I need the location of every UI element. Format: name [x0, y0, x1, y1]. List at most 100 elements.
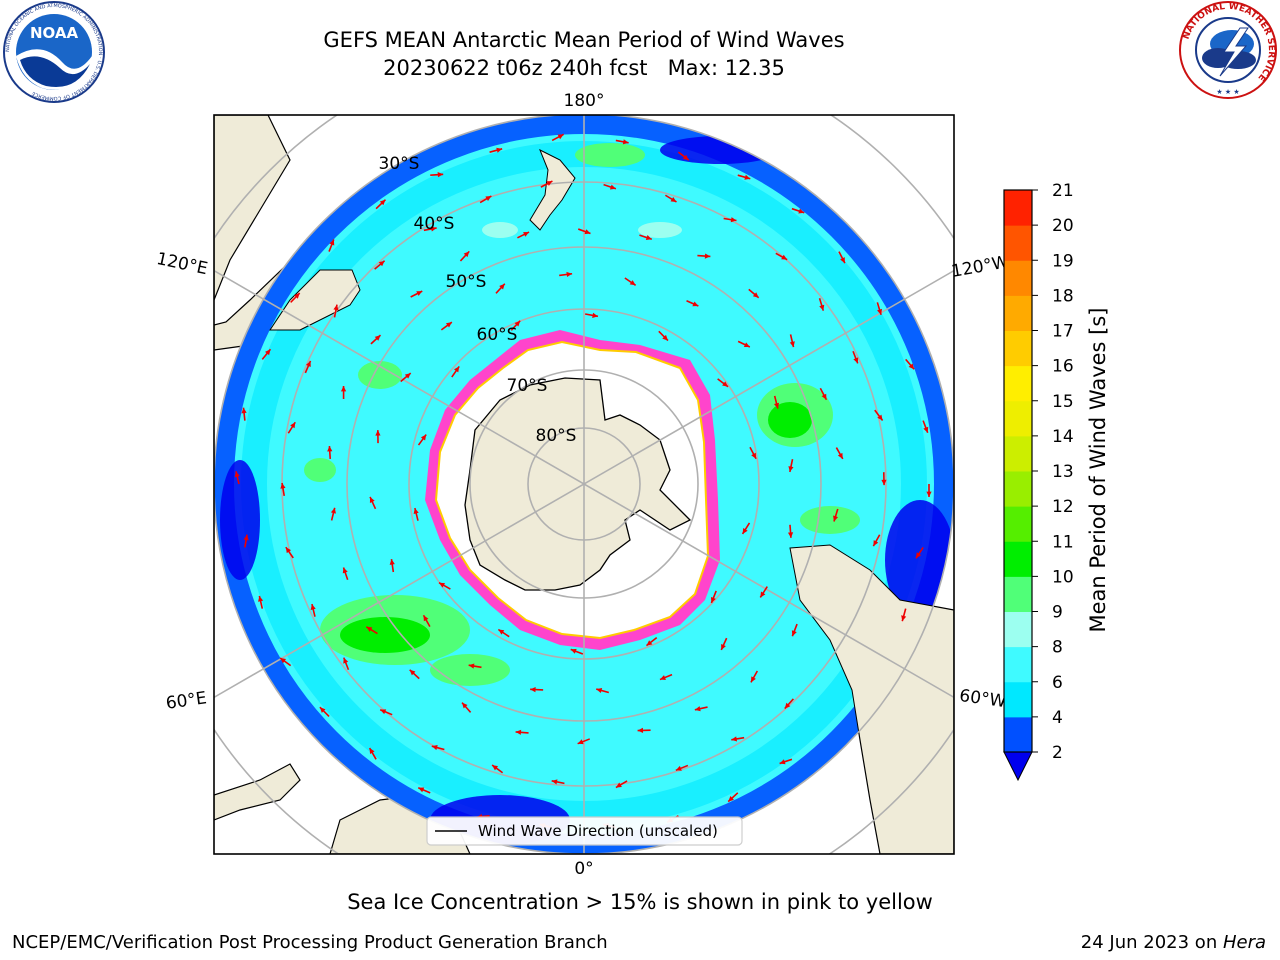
wind-arrow [694, 706, 708, 712]
wind-arrow [874, 409, 884, 421]
wind-arrow [340, 385, 347, 399]
wind-arrow [717, 378, 729, 388]
colorbar-segment [1004, 435, 1032, 472]
lat-label-80s: 80°S [536, 426, 577, 446]
wind-arrow [258, 595, 264, 609]
lon-label-0: 0° [574, 859, 593, 879]
wind-arrow [234, 471, 240, 485]
colorbar-tick-label: 16 [1052, 357, 1074, 377]
wind-arrow [697, 253, 711, 259]
colorbar-segment [1004, 471, 1032, 507]
wind-arrow [570, 648, 584, 655]
wind-arrow [559, 271, 573, 278]
wind-arrow [922, 420, 929, 434]
colorbar-segment [1004, 716, 1032, 753]
wind-arrow [409, 669, 420, 680]
colorbar-segment [1004, 681, 1032, 718]
colorbar-segment [1004, 506, 1032, 542]
wind-arrow [410, 290, 423, 298]
colorbar-tick-label: 18 [1052, 286, 1074, 306]
wind-arrow [479, 195, 492, 204]
wind-arrow [461, 702, 472, 713]
footer-host: Hera [1222, 932, 1266, 953]
wind-arrow [279, 657, 292, 667]
wind-arrow [750, 670, 759, 683]
wind-arrow [675, 764, 689, 772]
antarctica [464, 377, 692, 591]
wind-arrow [241, 407, 247, 421]
colorbar-tick-label: 20 [1052, 216, 1074, 236]
wind-arrow [243, 534, 249, 548]
wind-arrow [723, 217, 737, 223]
wind-arrow [727, 792, 739, 803]
wind-arrow [422, 614, 431, 628]
wind-arrow [731, 736, 745, 742]
wind-arrow [737, 340, 751, 348]
colorbar-segment [1004, 400, 1032, 437]
wind-arrow [748, 288, 760, 299]
wind-arrow [658, 330, 669, 342]
wind-arrow [596, 687, 610, 694]
wind-arrow [370, 334, 382, 345]
wind-arrow [280, 482, 286, 496]
wind-arrow [659, 673, 673, 681]
footer-date-text: 24 Jun 2023 on [1080, 932, 1223, 953]
wind-arrow [368, 747, 377, 760]
colorbar: 2 4 6 8 9 10 11 12 13 14 15 16 17 18 19 20 21 [1003, 181, 1074, 782]
wind-arrow [749, 446, 757, 460]
wind-arrow [615, 139, 629, 145]
wind-arrow [327, 445, 333, 460]
wind-arrow [838, 251, 846, 264]
noaa-logo-text: NOAA [30, 24, 79, 42]
wind-arrow [489, 147, 503, 153]
lon-label-120w: 120°W [950, 252, 1011, 282]
wind-arrow [417, 787, 431, 794]
wind-arrow [577, 738, 591, 745]
wind-arrow [926, 484, 932, 497]
wind-arrow [497, 628, 510, 638]
wind-arrow [491, 764, 504, 774]
colorbar-tick-label: 8 [1052, 638, 1063, 658]
wind-arrow [290, 292, 301, 303]
wind-arrow [379, 708, 393, 716]
sea-ice-caption: Sea Ice Concentration > 15% is shown in … [347, 890, 933, 914]
map-legend: Wind Wave Direction (unscaled) [426, 816, 743, 846]
colorbar-tick-label: 6 [1052, 673, 1063, 693]
colorbar-segment [1004, 225, 1032, 261]
wind-arrow [779, 758, 793, 765]
colorbar-segment [1004, 576, 1032, 612]
wind-arrow [365, 626, 378, 635]
footer-branch: NCEP/EMC/Verification Post Processing Pr… [12, 932, 608, 953]
wind-arrow [876, 302, 883, 316]
wind-arrow [645, 637, 658, 647]
wind-arrow [788, 459, 794, 473]
colorbar-tick-label: 11 [1052, 532, 1074, 552]
lat-label-30s: 30°S [379, 154, 420, 174]
lon-label-180: 180° [564, 91, 605, 111]
wind-arrow [304, 360, 312, 374]
wind-arrow [287, 421, 296, 434]
wind-arrow [540, 180, 553, 188]
wind-direction-arrows [234, 133, 932, 829]
wind-arrow [577, 228, 591, 235]
wind-arrow [835, 447, 844, 460]
colorbar-segment [1004, 365, 1032, 402]
wind-arrow [451, 365, 460, 378]
wind-arrow [637, 727, 651, 733]
chart-title: GEFS MEAN Antarctic Mean Period of Wind … [323, 28, 845, 52]
wind-arrow [791, 207, 805, 214]
wind-arrow [833, 508, 839, 522]
wind-arrow [791, 623, 798, 637]
wind-arrow [375, 199, 387, 210]
lat-label-40s: 40°S [414, 214, 455, 234]
lat-label-50s: 50°S [446, 272, 487, 292]
wind-arrow [495, 283, 506, 294]
wind-arrow [775, 252, 788, 261]
colorbar-tick-label: 19 [1052, 251, 1074, 271]
wind-arrow [530, 687, 544, 693]
wind-arrow [784, 698, 794, 710]
wind-arrow [872, 534, 881, 547]
wind-arrow [664, 194, 677, 203]
wind-arrow [440, 321, 453, 331]
wind-arrow [915, 546, 924, 559]
